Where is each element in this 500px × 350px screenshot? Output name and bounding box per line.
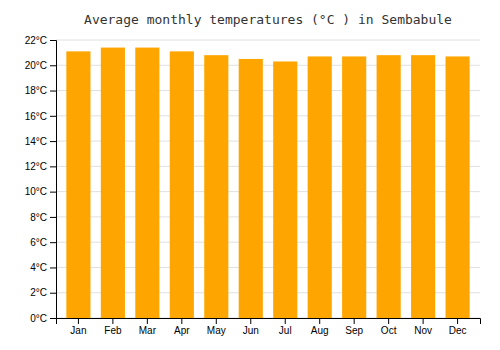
bar [101, 48, 125, 318]
tick: 6°C [30, 237, 56, 248]
tick-label: 18°C [25, 85, 47, 96]
tick-mark [50, 40, 56, 41]
tick: Sep [345, 318, 363, 336]
tick: Jun [243, 318, 259, 336]
bar [66, 51, 90, 318]
tick-label: 6°C [30, 237, 47, 248]
tick-mark [78, 318, 79, 324]
tick: May [207, 318, 226, 336]
bar [135, 48, 159, 318]
tick-mark [319, 318, 320, 324]
tick-mark [112, 318, 113, 324]
chart-svg: 0°C 2°C 4°C 6°C 8°C 10°C 12°C 14°C 16°C 18°C 20°C 2… [0, 0, 500, 350]
tick-label: Dec [449, 325, 467, 336]
tick: 16°C [25, 111, 56, 122]
tick: Oct [381, 318, 397, 336]
bars [66, 48, 469, 318]
tick-label: Oct [381, 325, 397, 336]
tick-label: 16°C [25, 111, 47, 122]
tick: 14°C [25, 136, 56, 147]
tick-mark [50, 65, 56, 66]
tick-label: Feb [104, 325, 122, 336]
tick: 18°C [25, 85, 56, 96]
tick-mark [181, 318, 182, 324]
tick-label: 14°C [25, 136, 47, 147]
tick-mark [50, 293, 56, 294]
grid [56, 40, 480, 318]
tick-label: 2°C [30, 287, 47, 298]
tick-label: 10°C [25, 186, 47, 197]
tick-label: 12°C [25, 161, 47, 172]
tick-mark [50, 217, 56, 218]
tick-label: Nov [414, 325, 432, 336]
tick-label: 4°C [30, 262, 47, 273]
tick-mark [50, 192, 56, 193]
tick: Mar [139, 318, 157, 336]
tick-label: Aug [311, 325, 329, 336]
tick-mark [50, 166, 56, 167]
tick: Nov [414, 318, 432, 336]
bar [342, 56, 366, 318]
tick-mark [50, 267, 56, 268]
bar [239, 59, 263, 318]
tick-label: 0°C [30, 313, 47, 324]
tick-mark [50, 242, 56, 243]
y-axis: 0°C 2°C 4°C 6°C 8°C 10°C 12°C 14°C 16°C 18°C 20°C 2… [25, 35, 57, 324]
tick-label: Mar [139, 325, 157, 336]
bar [170, 51, 194, 318]
tick: 12°C [25, 161, 56, 172]
tick-label: Apr [174, 325, 190, 336]
tick: Apr [174, 318, 190, 336]
bar [446, 56, 470, 318]
plot: 0°C 2°C 4°C 6°C 8°C 10°C 12°C 14°C 16°C 18°C 20°C 2… [25, 35, 481, 336]
tick-label: 22°C [25, 35, 47, 46]
tick-label: Jul [279, 325, 292, 336]
tick-mark [50, 318, 56, 319]
tick: Jul [279, 318, 292, 336]
tick-mark [388, 318, 389, 324]
title: Average monthly temperatures (°C ) in Se… [84, 12, 452, 27]
bar [273, 61, 297, 318]
grid-line [56, 40, 480, 41]
tick: Feb [104, 318, 122, 336]
axis-line [50, 41, 57, 319]
tick-mark [50, 141, 56, 142]
bar [308, 56, 332, 318]
tick-label: Jun [243, 325, 259, 336]
tick: 8°C [30, 212, 56, 223]
tick: 0°C [30, 313, 56, 324]
tick: Dec [449, 318, 467, 336]
tick-mark [423, 318, 424, 324]
tick-label: 20°C [25, 60, 47, 71]
tick-mark [354, 318, 355, 324]
tick-mark [457, 318, 458, 324]
tick: Jan [70, 318, 86, 336]
tick: 20°C [25, 60, 56, 71]
tick-label: Sep [345, 325, 363, 336]
tick-label: May [207, 325, 226, 336]
bar [411, 55, 435, 318]
tick-mark [50, 116, 56, 117]
tick: 10°C [25, 186, 56, 197]
tick-mark [250, 318, 251, 324]
tick: Aug [311, 318, 329, 336]
tick: 22°C [25, 35, 56, 46]
chart-container: 0°C 2°C 4°C 6°C 8°C 10°C 12°C 14°C 16°C 18°C 20°C 2… [0, 0, 500, 350]
tick-mark [216, 318, 217, 324]
tick-mark [147, 318, 148, 324]
tick-mark [285, 318, 286, 324]
tick: 2°C [30, 287, 56, 298]
tick: 4°C [30, 262, 56, 273]
axis-line [57, 319, 481, 325]
tick-mark [50, 91, 56, 92]
bar [377, 55, 401, 318]
tick-label: Jan [70, 325, 86, 336]
bar [204, 55, 228, 318]
tick-label: 8°C [30, 212, 47, 223]
x-axis: Jan Feb Mar Apr May Jun Jul Aug Sep Oct Nov Dec [57, 318, 481, 336]
